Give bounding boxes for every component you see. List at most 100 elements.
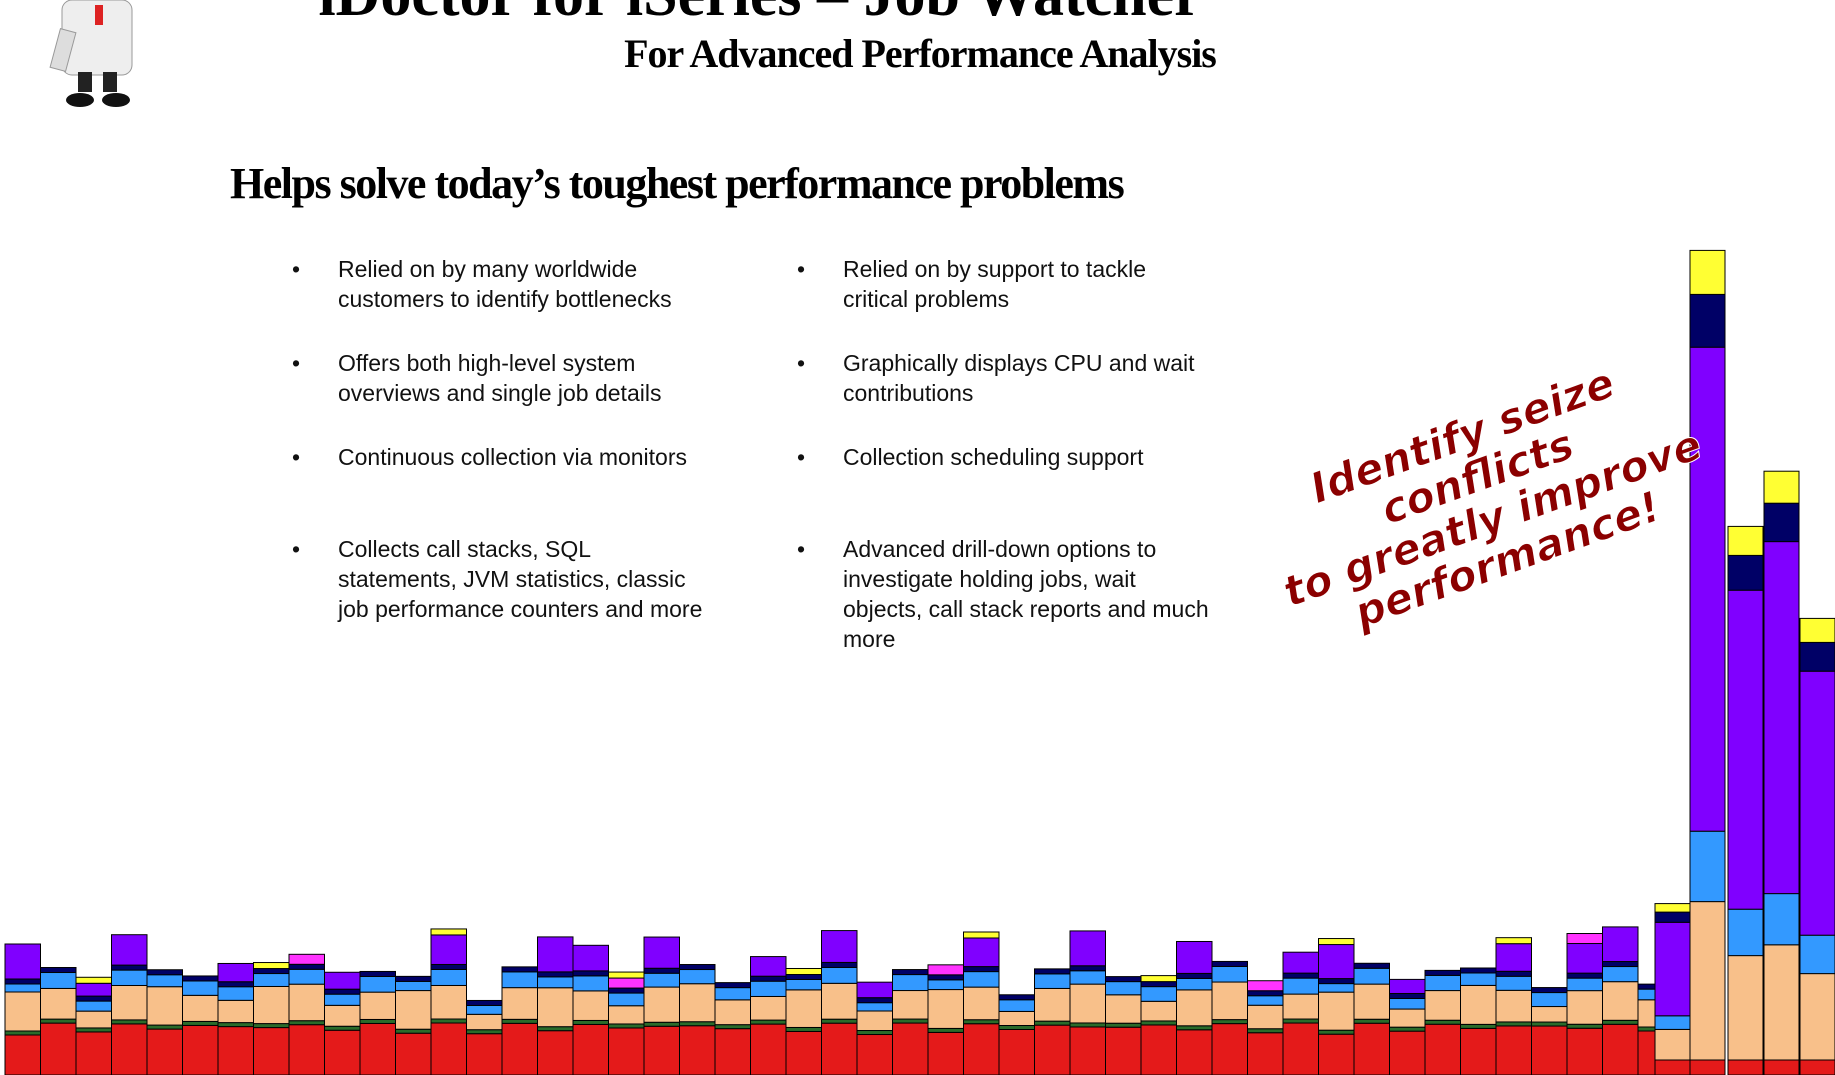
decor-bar (573, 991, 609, 1021)
decor-bar (1035, 1021, 1071, 1025)
decor-bar (538, 1027, 574, 1031)
decor-bar (999, 1026, 1035, 1030)
decor-bar (1800, 642, 1835, 671)
decor-bar (41, 973, 77, 989)
decor-bar (183, 995, 219, 1021)
decor-bar (857, 982, 893, 998)
decor-bar (1106, 995, 1142, 1023)
decor-bar (1319, 1030, 1355, 1034)
title: iDoctor for iSeries – Job Watcher (0, 0, 1520, 31)
decor-bar (786, 990, 822, 1028)
decor-bar (1567, 934, 1603, 944)
decor-bar (41, 988, 77, 1019)
decor-bar (1532, 1007, 1568, 1023)
decor-bar (538, 972, 574, 977)
decor-bar (1655, 1016, 1690, 1030)
decor-bar (928, 1032, 964, 1075)
decor-bar (857, 1003, 893, 1011)
decor-bar (893, 970, 929, 975)
decor-bar (822, 931, 858, 963)
decor-bar (538, 937, 574, 972)
decor-bar (289, 1025, 325, 1075)
decor-bar (76, 977, 112, 983)
decor-bar (573, 1020, 609, 1024)
decor-bar (538, 977, 574, 988)
decor-bar (1283, 1019, 1319, 1023)
decor-bar (1319, 939, 1355, 945)
decor-bar (1496, 971, 1532, 976)
decor-bar (1070, 971, 1106, 984)
decor-bar (1141, 1021, 1177, 1025)
decor-bar (786, 1027, 822, 1031)
decor-bar (1141, 976, 1177, 982)
decor-bar (183, 1021, 219, 1025)
decor-bar (964, 932, 1000, 938)
decor-bar (1035, 1025, 1071, 1075)
decor-bar (325, 1005, 361, 1026)
decor-bar (289, 964, 325, 969)
decor-bar (396, 976, 432, 981)
decor-bar (1603, 967, 1639, 982)
decor-bar (1212, 1020, 1248, 1024)
decor-bar (644, 1022, 680, 1026)
decor-bar (857, 1031, 893, 1035)
decor-bar (467, 1005, 503, 1014)
decor-bar (183, 1025, 219, 1075)
decor-bar (928, 980, 964, 990)
decor-bar (1141, 1025, 1177, 1075)
decor-bar (502, 967, 538, 972)
decor-bar (1461, 1024, 1497, 1028)
decor-bar (893, 1023, 929, 1075)
decor-bar (1212, 961, 1248, 966)
decor-bar (1532, 1026, 1568, 1075)
decor-bar (1319, 945, 1355, 979)
decor-bar (254, 1024, 290, 1028)
decor-bar (431, 1023, 467, 1075)
decor-bar (1319, 979, 1355, 984)
decor-bar (360, 976, 396, 992)
decor-bar (1035, 974, 1071, 989)
decor-bar (41, 1019, 77, 1023)
decor-bar (1248, 996, 1284, 1006)
decor-bar (5, 979, 41, 984)
decor-bar (538, 988, 574, 1027)
bullet: Graphically displays CPU and wait contri… (797, 348, 1217, 442)
decor-bar (1728, 909, 1763, 955)
decor-bar (822, 962, 858, 967)
decor-bar (1390, 998, 1426, 1009)
decor-bar (609, 1006, 645, 1024)
decor-bar (431, 929, 467, 935)
decor-bar (964, 972, 1000, 988)
decor-bar (1655, 922, 1690, 1016)
decor-bar (1035, 988, 1071, 1021)
decor-bar (396, 1029, 432, 1033)
decor-bar (1567, 978, 1603, 991)
decor-bar (76, 1001, 112, 1011)
decor-bar (254, 986, 290, 1023)
decor-bar (1390, 1009, 1426, 1027)
decor-bar (183, 981, 219, 995)
decor-bar (999, 1030, 1035, 1075)
decor-bar (822, 983, 858, 1019)
decor-bar (218, 963, 254, 981)
decor-bar (786, 1031, 822, 1075)
decor-bar (325, 1030, 361, 1075)
decor-bar (396, 981, 432, 990)
decor-bar (289, 984, 325, 1021)
decor-bar (218, 1023, 254, 1027)
decor-bar (1070, 1027, 1106, 1075)
decor-bar (999, 1011, 1035, 1025)
decor-bar (1106, 1027, 1142, 1075)
decor-bar (112, 935, 148, 965)
decor-bar (1603, 927, 1639, 962)
decor-bar (1070, 931, 1106, 966)
decor-bar (1283, 978, 1319, 994)
decor-bar (1212, 966, 1248, 982)
decor-bar (1177, 978, 1213, 989)
decor-bar (928, 990, 964, 1029)
decor-bar (644, 973, 680, 987)
decor-bar (1390, 1027, 1426, 1031)
decor-bar (431, 969, 467, 985)
decor-bar (1800, 974, 1835, 1060)
decor-bar (325, 994, 361, 1005)
